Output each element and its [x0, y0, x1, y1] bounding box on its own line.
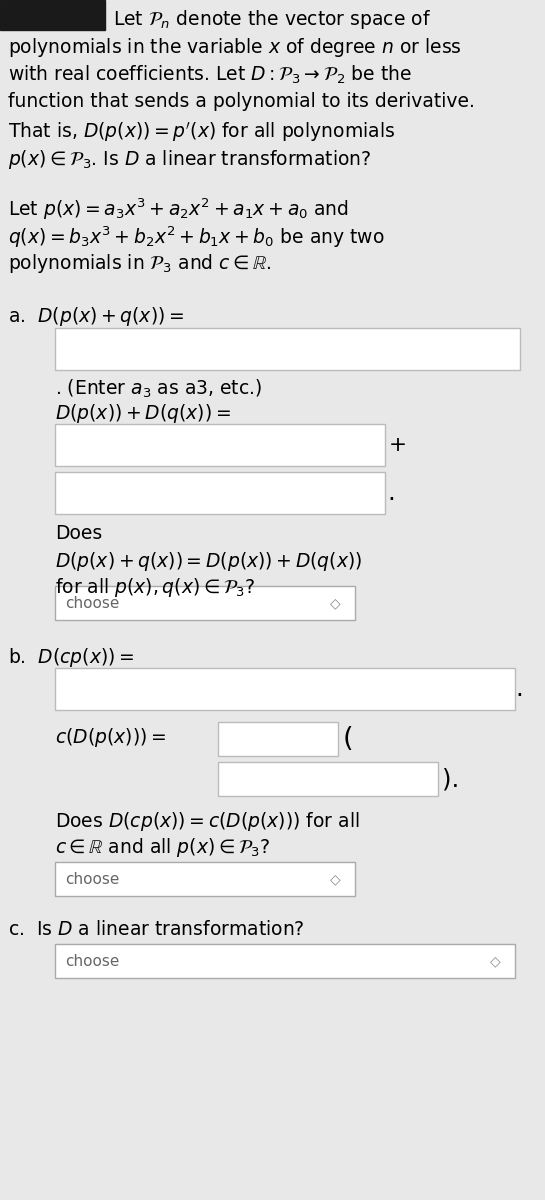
Bar: [55, 944, 515, 978]
Bar: [218, 762, 438, 796]
Text: $p(x) \in \mathcal{P}_3$. Is $D$ a linear transformation?: $p(x) \in \mathcal{P}_3$. Is $D$ a linea…: [8, 148, 371, 170]
Text: b.  $D(cp(x)) =$: b. $D(cp(x)) =$: [8, 646, 134, 670]
Bar: [55, 328, 520, 370]
Bar: [55, 862, 355, 896]
Text: .: .: [515, 677, 523, 701]
Text: +: +: [389, 434, 407, 455]
Text: choose: choose: [65, 595, 119, 611]
Bar: [0, 0, 105, 30]
Text: $D(p(x) + q(x)) = D(p(x)) + D(q(x))$: $D(p(x) + q(x)) = D(p(x)) + D(q(x))$: [55, 550, 362, 572]
Bar: [55, 668, 515, 710]
Text: choose: choose: [65, 954, 119, 968]
Bar: [55, 424, 385, 466]
Text: ◇: ◇: [490, 954, 500, 968]
Text: $c \in \mathbb{R}$ and all $p(x) \in \mathcal{P}_3$?: $c \in \mathbb{R}$ and all $p(x) \in \ma…: [55, 836, 270, 859]
Text: . (Enter $a_3$ as a3, etc.): . (Enter $a_3$ as a3, etc.): [55, 378, 262, 401]
Bar: [55, 586, 355, 620]
Text: $c(D(p(x))) =$: $c(D(p(x))) =$: [55, 726, 166, 749]
Text: $q(x) = b_3x^3 + b_2x^2 + b_1x + b_0$ be any two: $q(x) = b_3x^3 + b_2x^2 + b_1x + b_0$ be…: [8, 224, 385, 250]
Text: ◇: ◇: [330, 872, 340, 886]
Text: ).: ).: [442, 767, 459, 791]
Bar: [55, 472, 385, 514]
Text: $D(p(x)) + D(q(x)) =$: $D(p(x)) + D(q(x)) =$: [55, 402, 231, 425]
Text: .: .: [387, 481, 395, 505]
Text: Does $D(cp(x)) = c(D(p(x)))$ for all: Does $D(cp(x)) = c(D(p(x)))$ for all: [55, 810, 360, 833]
Text: choose: choose: [65, 871, 119, 887]
Text: a.  $D(p(x) + q(x)) =$: a. $D(p(x) + q(x)) =$: [8, 305, 184, 328]
Text: (: (: [343, 726, 354, 752]
Text: That is, $D(p(x)) = p'(x)$ for all polynomials: That is, $D(p(x)) = p'(x)$ for all polyn…: [8, 120, 395, 144]
Text: polynomials in the variable $x$ of degree $n$ or less: polynomials in the variable $x$ of degre…: [8, 36, 462, 59]
Text: Does: Does: [55, 524, 102, 542]
Text: Let $p(x) = a_3x^3 + a_2x^2 + a_1x + a_0$ and: Let $p(x) = a_3x^3 + a_2x^2 + a_1x + a_0…: [8, 196, 349, 222]
Text: ◇: ◇: [330, 596, 340, 610]
Text: Let $\mathcal{P}_n$ denote the vector space of: Let $\mathcal{P}_n$ denote the vector sp…: [113, 8, 431, 31]
Text: with real coefficients. Let $D : \mathcal{P}_3 \rightarrow \mathcal{P}_2$ be the: with real coefficients. Let $D : \mathca…: [8, 64, 412, 86]
Text: for all $p(x), q(x) \in \mathcal{P}_3$?: for all $p(x), q(x) \in \mathcal{P}_3$?: [55, 576, 256, 599]
Text: c.  Is $D$ a linear transformation?: c. Is $D$ a linear transformation?: [8, 920, 305, 938]
Text: function that sends a polynomial to its derivative.: function that sends a polynomial to its …: [8, 92, 475, 110]
Bar: [218, 722, 338, 756]
Text: polynomials in $\mathcal{P}_3$ and $c \in \mathbb{R}$.: polynomials in $\mathcal{P}_3$ and $c \i…: [8, 252, 271, 275]
